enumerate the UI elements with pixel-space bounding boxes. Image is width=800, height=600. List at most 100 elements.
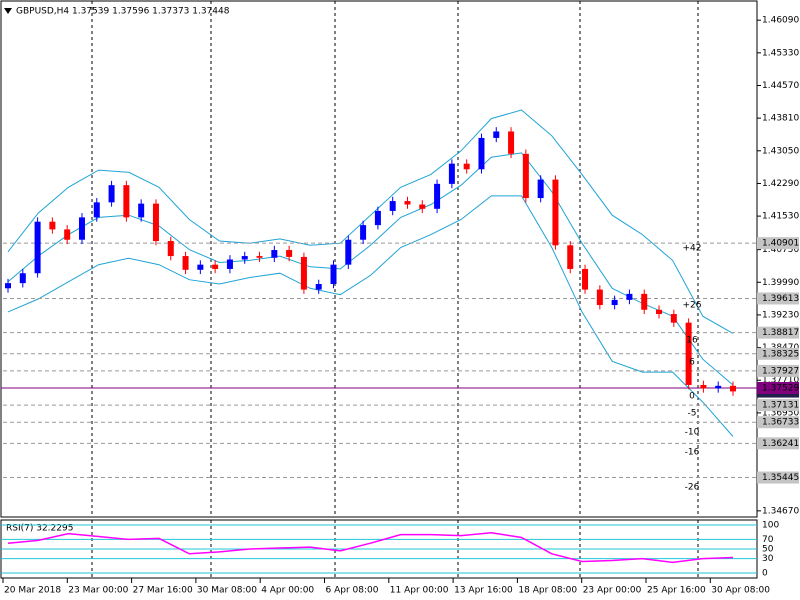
y-tick-label: 1.39230 [762, 310, 799, 320]
y-tick-label: 1.40750 [762, 245, 799, 255]
candle-body [685, 322, 692, 385]
candle-body [434, 183, 441, 209]
candle-body [49, 221, 56, 230]
candle-body [197, 264, 204, 270]
price-label: 1.37927 [762, 366, 799, 376]
candle-body [508, 131, 515, 154]
candle-body [286, 250, 293, 257]
candle-body [656, 309, 663, 315]
x-tick-label: 27 Mar 16:00 [133, 586, 193, 596]
x-tick-label: 18 Apr 08:00 [518, 586, 577, 596]
band-line [7, 195, 734, 437]
level-label: +26 [683, 301, 702, 311]
y-tick-label: 1.39990 [762, 278, 799, 288]
x-tick-label: 30 Mar 08:00 [197, 586, 257, 596]
candle-body [226, 259, 233, 269]
candle-body [241, 256, 248, 260]
candle-body [123, 185, 130, 218]
candle-body [715, 385, 722, 389]
candle-body [360, 225, 367, 240]
x-tick-label: 4 Apr 00:00 [261, 586, 314, 596]
current-price-label: 1.37529 [762, 384, 799, 394]
rsi-line [7, 531, 734, 564]
price-label: 1.38325 [762, 349, 799, 359]
y-tick-label: 1.46090 [762, 16, 799, 26]
price-box [757, 437, 799, 450]
candle-body [212, 264, 219, 269]
candle-body [64, 229, 71, 240]
candle-body [108, 185, 115, 203]
x-tick-label: 23 Mar 00:00 [68, 586, 128, 596]
y-tick-label: 1.45330 [762, 48, 799, 58]
candle-body [34, 221, 41, 274]
candle-body [670, 314, 677, 323]
candle-body [478, 137, 485, 170]
x-tick-label: 23 Apr 00:00 [583, 586, 642, 596]
x-tick-label: 11 Apr 00:00 [390, 586, 449, 596]
price-label: 1.35445 [762, 473, 799, 483]
candle-body [404, 201, 411, 205]
candle-body [448, 163, 455, 184]
current-price-box [757, 382, 799, 395]
candle-body [730, 385, 736, 392]
rsi-tick-label: 100 [762, 521, 779, 531]
candle-body [256, 256, 263, 258]
candle-body [300, 256, 307, 290]
x-tick-label: 20 Mar 2018 [4, 586, 61, 596]
price-box [757, 416, 799, 429]
y-tick-label: 1.43810 [762, 114, 799, 124]
rsi-tick-label: 50 [762, 545, 774, 555]
rsi-tick-label: 30 [762, 554, 774, 564]
candle-body [463, 163, 470, 170]
price-label: 1.39613 [762, 294, 799, 304]
level-label: 0 [689, 392, 695, 402]
y-tick-label: 1.34670 [762, 506, 799, 516]
level-label: -10 [685, 427, 700, 437]
rsi-title: RSI(7) 32.2295 [6, 524, 73, 534]
y-tick-label: 1.36950 [762, 408, 799, 418]
candle-body [567, 245, 574, 269]
candle-body [167, 241, 174, 257]
candle-body [152, 203, 159, 242]
candle-body [626, 293, 633, 300]
candle-body [419, 204, 426, 209]
price-label: 1.36733 [762, 418, 799, 428]
candle-body [315, 283, 322, 290]
y-tick-label: 1.37710 [762, 376, 799, 386]
chart-title: GBPUSD,H4 1.37539 1.37596 1.37373 1.3744… [16, 7, 230, 17]
main-frame [0, 0, 758, 518]
candle-body [19, 273, 26, 284]
candle-body [611, 299, 618, 306]
candle-body [271, 250, 278, 258]
candle-body [78, 217, 85, 240]
candle-body [345, 239, 352, 265]
level-label: +42 [683, 243, 702, 253]
price-label: 1.37131 [762, 401, 799, 411]
price-label: 1.38817 [762, 328, 799, 338]
candle-body [552, 179, 559, 246]
rsi-tick-label: 0 [762, 569, 768, 579]
candle-body [493, 131, 500, 138]
candle-body [374, 210, 381, 226]
x-tick-label: 13 Apr 16:00 [454, 586, 513, 596]
collapse-icon[interactable] [4, 8, 12, 14]
band-line [7, 109, 734, 334]
level-label: -5 [688, 408, 697, 418]
candle-body [5, 283, 11, 289]
price-box [757, 399, 799, 412]
y-tick-label: 1.43050 [762, 146, 799, 156]
price-box [757, 471, 799, 484]
x-tick-label: 30 Apr 08:00 [711, 586, 770, 596]
candle-body [389, 201, 396, 211]
x-tick-label: 6 Apr 08:00 [326, 586, 379, 596]
candle-body [582, 268, 589, 290]
candle-body [182, 256, 189, 270]
candle-body [537, 179, 544, 199]
level-label: 16 [686, 335, 698, 345]
candle-body [330, 264, 337, 284]
candle-body [138, 203, 145, 218]
price-box [757, 292, 799, 305]
price-label: 1.40901 [762, 239, 799, 249]
